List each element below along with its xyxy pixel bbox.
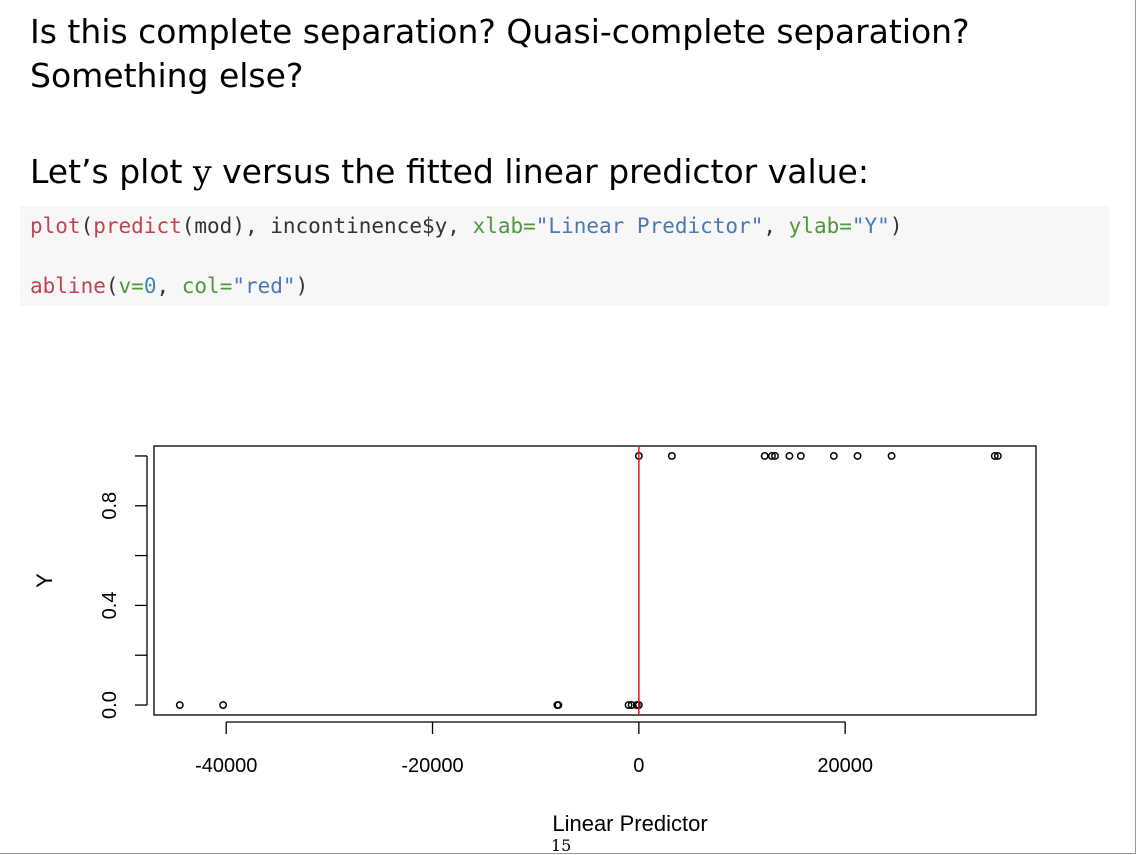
plot-frame <box>153 445 1037 716</box>
x-tick-label: 0 <box>633 755 644 777</box>
x-tick-label: 20000 <box>817 755 873 777</box>
slide-question: Is this complete separation? Quasi-compl… <box>30 12 970 95</box>
code-token: ) <box>889 214 903 238</box>
data-point <box>993 452 1002 460</box>
data-point <box>175 701 184 709</box>
code-line-plot: plot(predict(mod), incontinence$y, xlab=… <box>30 214 902 238</box>
slide-lead: Let’s plot y versus the fitted linear pr… <box>30 150 869 194</box>
y-tick-label: 0.4 <box>99 592 121 620</box>
data-point <box>219 701 228 709</box>
data-point <box>771 452 779 460</box>
data-point <box>667 452 676 460</box>
code-token: abline <box>30 274 106 298</box>
code-token: plot <box>30 214 81 238</box>
code-token: "red" <box>232 274 296 298</box>
lead-text-before: Let’s plot <box>30 152 193 191</box>
code-token: predict <box>93 214 182 238</box>
code-token: ylab= <box>788 214 852 238</box>
code-token: v= <box>118 274 144 298</box>
code-block: plot(predict(mod), incontinence$y, xlab=… <box>20 206 1109 306</box>
code-token: , <box>763 214 789 238</box>
y-tick-label: 0.8 <box>99 492 121 520</box>
data-point <box>990 452 999 460</box>
code-token: , <box>156 274 182 298</box>
data-point <box>887 452 896 460</box>
x-tick-label: -40000 <box>195 755 257 777</box>
lead-variable: y <box>192 152 212 191</box>
code-token: ) <box>295 274 309 298</box>
y-axis-title: Y <box>32 573 57 588</box>
code-token: "Y" <box>851 214 890 238</box>
x-axis-title: Linear Predictor <box>552 811 707 836</box>
data-point <box>829 452 838 460</box>
code-token: xlab= <box>472 214 536 238</box>
page-number: 15 <box>551 836 572 855</box>
data-point <box>554 701 563 709</box>
data-point <box>796 452 805 460</box>
data-point <box>767 452 776 460</box>
code-token: "Linear Predictor" <box>535 214 764 238</box>
code-token: ( <box>105 274 119 298</box>
code-token: 0 <box>143 274 157 298</box>
data-point <box>624 701 633 709</box>
data-point <box>853 452 862 460</box>
code-line-abline: abline(v=0, col="red") <box>30 274 308 298</box>
code-token: y, <box>434 214 473 238</box>
data-point <box>760 452 769 460</box>
y-tick-label: 0.0 <box>99 691 121 719</box>
lead-text-after: versus the fitted linear predictor value… <box>211 152 869 191</box>
code-token: $ <box>421 214 435 238</box>
data-point <box>627 701 636 709</box>
code-token: (mod), incontinence <box>181 214 422 238</box>
code-token: ( <box>80 214 94 238</box>
code-token: col= <box>181 274 233 298</box>
x-tick-label: -20000 <box>401 755 463 777</box>
data-point <box>785 452 794 460</box>
